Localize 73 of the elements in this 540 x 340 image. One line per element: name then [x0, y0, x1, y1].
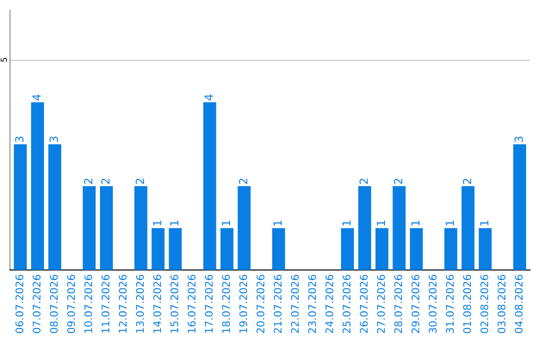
- x-tick-label: 03.08.2026: [498, 274, 506, 334]
- data-label: 1: [274, 220, 282, 226]
- x-tick-label: 31.07.2026: [446, 274, 454, 334]
- x-tick-label: 11.07.2026: [102, 274, 110, 333]
- data-label: 4: [32, 94, 41, 100]
- data-label: 1: [411, 220, 420, 226]
- x-tick-label: 28.07.2026: [394, 274, 402, 334]
- bar: [444, 228, 458, 270]
- x-tick-label: 29.07.2026: [412, 274, 420, 334]
- bar: [100, 186, 113, 270]
- bar: [203, 102, 216, 270]
- data-label: 2: [84, 178, 92, 184]
- x-tick-label: 22.07.2026: [290, 274, 299, 334]
- data-label: 1: [446, 220, 454, 226]
- x-tick-label: 15.07.2026: [170, 274, 178, 333]
- data-label: 1: [480, 220, 488, 226]
- bar: [238, 186, 251, 270]
- x-tick-label: 24.07.2026: [325, 274, 334, 334]
- x-tick-label: 23.07.2026: [308, 274, 316, 334]
- bar: [134, 186, 148, 270]
- data-label: 2: [136, 178, 144, 184]
- bar: [513, 144, 526, 270]
- x-tick-label: 30.07.2026: [428, 274, 437, 334]
- x-tick-label: 10.07.2026: [84, 274, 92, 333]
- x-tick-label: 26.07.2026: [360, 274, 368, 334]
- data-label: 1: [170, 220, 178, 226]
- x-tick-label: 18.07.2026: [222, 274, 230, 333]
- bar: [392, 186, 406, 270]
- x-tick-label: 08.07.2026: [50, 274, 58, 334]
- bar: [375, 228, 388, 270]
- x-tick-label: 17.07.2026: [204, 274, 213, 333]
- data-label: 4: [204, 94, 213, 100]
- data-label: 3: [514, 136, 523, 142]
- data-label: 1: [376, 220, 385, 226]
- data-label: 1: [342, 220, 351, 226]
- x-tick-label: 16.07.2026: [188, 274, 196, 333]
- data-label: 3: [50, 136, 58, 142]
- bar: [14, 144, 27, 270]
- x-tick-label: 20.07.2026: [256, 274, 264, 334]
- x-tick-label: 06.07.2026: [15, 274, 24, 334]
- bar: [358, 186, 372, 270]
- data-label: 2: [360, 178, 368, 184]
- data-label: 2: [462, 178, 472, 184]
- bar: [410, 228, 423, 270]
- x-tick-label: 13.07.2026: [136, 274, 144, 333]
- x-tick-label: 02.08.2026: [480, 274, 488, 334]
- x-tick-label: 25.07.2026: [342, 274, 351, 334]
- data-label: 1: [222, 220, 230, 226]
- x-tick-label: 04.08.2026: [514, 274, 523, 334]
- bar: [152, 228, 165, 270]
- y-tick-label: 5: [0, 58, 7, 62]
- data-label: 2: [238, 178, 248, 184]
- x-tick-label: 12.07.2026: [118, 274, 127, 333]
- bar: [341, 228, 354, 270]
- bar: [462, 186, 474, 270]
- bar: [220, 228, 234, 270]
- x-tick-label: 19.07.2026: [239, 274, 248, 333]
- data-label: 3: [15, 136, 24, 142]
- bar: [478, 228, 492, 270]
- data-label: 1: [153, 220, 162, 226]
- bar: [272, 228, 286, 270]
- bar: [31, 102, 44, 270]
- x-tick-label: 27.07.2026: [377, 274, 385, 334]
- x-tick-label: 14.07.2026: [153, 274, 162, 333]
- x-tick-label: 01.08.2026: [463, 274, 472, 334]
- x-tick-label: 09.07.2026: [67, 274, 76, 334]
- bar: [48, 144, 62, 270]
- data-label: 2: [101, 178, 110, 184]
- bar: [82, 186, 96, 270]
- x-tick-label: 07.07.2026: [32, 274, 41, 334]
- x-tick-label: 21.07.2026: [274, 274, 282, 334]
- data-label: 2: [394, 178, 402, 184]
- bar: [168, 228, 182, 270]
